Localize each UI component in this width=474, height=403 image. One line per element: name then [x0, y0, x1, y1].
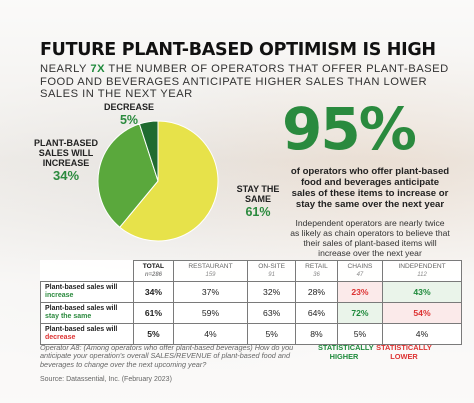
col-n: n=286 [144, 272, 162, 278]
table-row: Plant-based sales will decrease 5% 4% 5% 8% 5… [40, 323, 462, 345]
pie-value-increase: 34% [52, 168, 80, 183]
table-row: Plant-based sales will increase 34% 37% 32%… [40, 281, 462, 303]
row-label: Plant-based sales will increase [40, 281, 134, 303]
pie-chart [95, 118, 221, 244]
subtitle-post: THE NUMBER OF OPERATORS THAT OFFER PLANT… [40, 63, 449, 100]
row-label-keyword: stay the same [45, 313, 92, 320]
col-label: INDEPENDENT [398, 263, 446, 270]
col-label: TOTAL [142, 263, 165, 270]
table-cell: 5% [133, 323, 174, 345]
segment-table: TOTAL n=286 RESTAURANT 159 ON-SITE 91 RETAI… [40, 260, 462, 345]
col-n: 47 [356, 272, 364, 278]
legend-statistically-lower: STATISTICALLY LOWER [376, 343, 432, 361]
callout-subtext: Independent operators are nearly twice a… [290, 218, 450, 258]
pie-label-increase-text: PLANT-BASED SALES WILL INCREASE [34, 138, 99, 168]
row-label-text: Plant-based sales will [45, 284, 118, 291]
table-header-cell: INDEPENDENT 112 [382, 260, 462, 282]
pie-label-increase: PLANT-BASED SALES WILL INCREASE 34% [34, 138, 98, 183]
callout-description: of operators who offer plant-based food … [290, 166, 450, 210]
table-header-cell: RESTAURANT 159 [172, 260, 249, 282]
col-label: CHAINS [347, 263, 373, 270]
table-cell: 32% [247, 281, 297, 303]
pie-svg [97, 120, 219, 242]
table-row: Plant-based sales will stay the same 61% 5… [40, 302, 462, 324]
col-n: 112 [417, 272, 427, 278]
pie-label-same-text: STAY THE SAME [236, 184, 280, 204]
row-label-text: Plant-based sales will [45, 326, 118, 333]
pie-value-decrease: 5% [119, 113, 139, 127]
table-cell: 43% [382, 281, 462, 303]
table-header-cell: RETAIL 36 [295, 260, 338, 282]
pie-value-same: 61% [245, 205, 271, 219]
table-cell: 8% [295, 323, 338, 345]
source-note: Source: Datassential, Inc. (February 202… [40, 376, 172, 383]
table-header-cell: ON-SITE 91 [247, 260, 297, 282]
page-title: FUTURE PLANT-BASED OPTIMISM IS HIGH [40, 40, 436, 60]
row-label-keyword: decrease [45, 334, 76, 341]
row-label: Plant-based sales will stay the same [40, 302, 134, 324]
table-cell: 34% [133, 281, 174, 303]
page-subtitle: NEARLY 7X THE NUMBER OF OPERATORS THAT O… [40, 63, 460, 101]
col-label: RETAIL [305, 263, 328, 270]
table-body: Plant-based sales will increase 34% 37% 32%… [40, 281, 462, 345]
subtitle-pre: NEARLY [40, 63, 91, 75]
pie-label-decrease: DECREASE 5% [94, 102, 164, 127]
col-n: 36 [313, 272, 320, 278]
table-cell: 54% [382, 302, 462, 324]
question-note: Operator A8: (Among operators who offer … [40, 343, 294, 369]
col-label: RESTAURANT [188, 263, 233, 270]
pie-slice-0 [119, 120, 219, 242]
table-cell: 64% [295, 302, 338, 324]
table-cell: 72% [336, 302, 384, 324]
table-cell: 61% [133, 302, 174, 324]
subtitle-highlight: 7X [90, 63, 106, 75]
row-label-text: Plant-based sales will [45, 305, 118, 312]
table-cell: 63% [247, 302, 297, 324]
pie-label-decrease-text: DECREASE [103, 102, 154, 112]
col-n: 91 [268, 272, 275, 278]
table-cell: 37% [172, 281, 249, 303]
pie-label-same: STAY THE SAME 61% [226, 184, 290, 219]
table-header-cell: CHAINS 47 [336, 260, 384, 282]
col-label: ON-SITE [258, 263, 286, 270]
table-cell: 28% [295, 281, 338, 303]
table-cell: 5% [247, 323, 297, 345]
table-cell: 23% [336, 281, 384, 303]
table-cell: 5% [336, 323, 384, 345]
table-cell: 59% [172, 302, 249, 324]
table-header-cell [40, 260, 134, 282]
callout-percentage: 95% [282, 95, 417, 163]
row-label: Plant-based sales will decrease [40, 323, 134, 345]
pie-slice-2 [138, 120, 159, 182]
pie-slice-1 [97, 123, 159, 228]
table-header-cell: TOTAL n=286 [133, 260, 174, 282]
col-n: 159 [205, 272, 216, 278]
row-label-keyword: increase [45, 292, 74, 299]
table-cell: 4% [382, 323, 462, 345]
legend-statistically-higher: STATISTICALLY HIGHER [318, 343, 374, 361]
table-cell: 4% [172, 323, 249, 345]
table-header-row: TOTAL n=286 RESTAURANT 159 ON-SITE 91 RETAI… [40, 260, 462, 282]
